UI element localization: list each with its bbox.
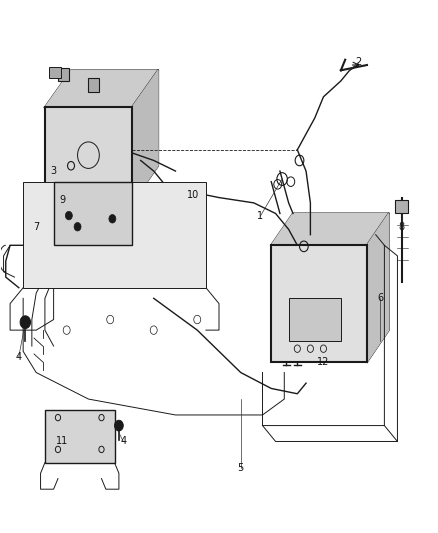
Bar bbox=[88, 78, 99, 92]
Bar bbox=[53, 182, 132, 245]
Bar bbox=[45, 410, 115, 463]
Circle shape bbox=[109, 215, 116, 223]
Text: 11: 11 bbox=[56, 437, 68, 447]
Bar bbox=[58, 68, 69, 81]
Polygon shape bbox=[271, 214, 389, 245]
Bar bbox=[395, 200, 408, 214]
Polygon shape bbox=[132, 70, 158, 203]
Bar bbox=[271, 245, 367, 362]
Text: 5: 5 bbox=[238, 463, 244, 473]
Text: 7: 7 bbox=[33, 222, 39, 232]
Text: 1: 1 bbox=[257, 211, 263, 221]
Bar bbox=[289, 298, 341, 341]
Text: 8: 8 bbox=[399, 222, 405, 232]
Circle shape bbox=[115, 420, 123, 431]
Bar bbox=[45, 108, 132, 203]
Text: 3: 3 bbox=[50, 166, 57, 176]
Text: 4: 4 bbox=[120, 437, 126, 447]
Text: 12: 12 bbox=[317, 357, 330, 367]
Circle shape bbox=[65, 212, 72, 220]
Text: 10: 10 bbox=[187, 190, 199, 200]
Text: 2: 2 bbox=[355, 58, 361, 67]
Bar bbox=[49, 67, 61, 78]
Polygon shape bbox=[367, 214, 389, 362]
Circle shape bbox=[20, 316, 31, 328]
Bar bbox=[23, 182, 206, 288]
Text: 4: 4 bbox=[16, 352, 22, 361]
Text: 6: 6 bbox=[377, 293, 383, 303]
Text: 9: 9 bbox=[59, 195, 65, 205]
Circle shape bbox=[74, 222, 81, 231]
Polygon shape bbox=[45, 70, 158, 108]
